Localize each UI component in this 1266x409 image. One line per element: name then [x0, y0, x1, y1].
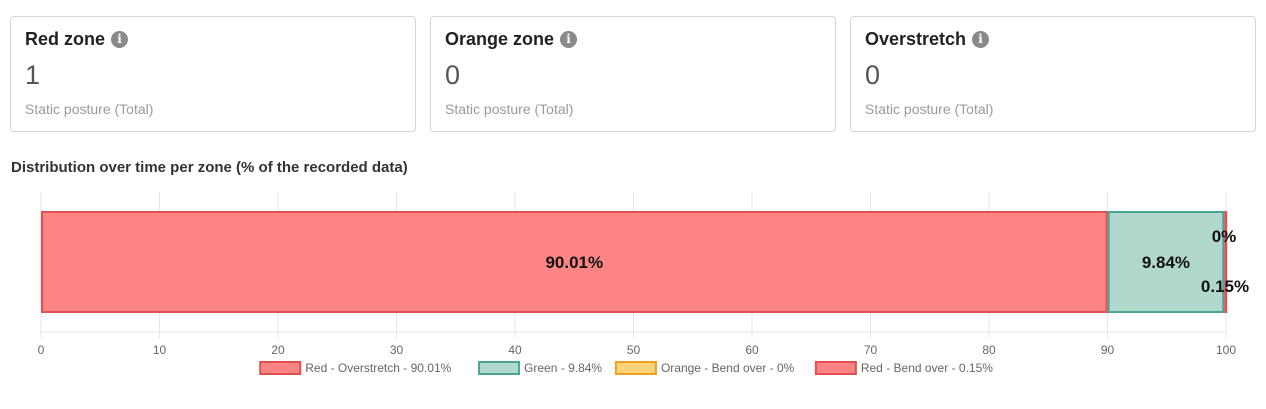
- red-zone-title: Red zone i: [25, 29, 129, 50]
- x-tick-label: 30: [390, 343, 404, 357]
- red-zone-card: Red zone i 1 Static posture (Total): [10, 16, 416, 132]
- x-tick-label: 10: [153, 343, 167, 357]
- data-label: 90.01%: [545, 253, 603, 272]
- x-tick-label: 70: [864, 343, 878, 357]
- x-tick-label: 100: [1216, 343, 1236, 357]
- orange-zone-title-text: Orange zone: [445, 29, 555, 49]
- bar-segment: [1224, 211, 1228, 313]
- bar-segment: [41, 211, 1108, 313]
- info-icon[interactable]: i: [111, 31, 129, 48]
- data-label: 0%: [1212, 227, 1237, 246]
- overstretch-value: 0: [865, 60, 881, 90]
- distribution-chart: 0 10 20 30 40 50 60 70 80 90 100 90.01% 9.84% 0% 0.15%…: [38, 192, 1249, 375]
- distribution-section-title: Distribution over time per zone (% of th…: [11, 159, 408, 176]
- legend-swatch: [259, 361, 302, 375]
- legend-label: Red - Bend over - 0.15%: [861, 361, 993, 375]
- x-tick-label: 20: [271, 343, 285, 357]
- info-icon[interactable]: i: [560, 31, 578, 48]
- bar-segment: [1107, 211, 1225, 313]
- legend-swatch: [614, 361, 657, 375]
- x-tick-label: 40: [508, 343, 522, 357]
- legend-swatch: [478, 361, 521, 375]
- orange-zone-title: Orange zone i: [445, 29, 578, 50]
- overstretch-title-text: Overstretch: [865, 29, 967, 49]
- legend-swatch: [814, 361, 857, 375]
- x-tick-label: 90: [1101, 343, 1115, 357]
- red-zone-subtitle: Static posture (Total): [25, 101, 154, 117]
- legend-label: Green - 9.84%: [524, 361, 602, 375]
- overstretch-subtitle: Static posture (Total): [865, 101, 994, 117]
- red-zone-title-text: Red zone: [25, 29, 106, 49]
- orange-zone-card: Orange zone i 0 Static posture (Total): [430, 16, 836, 132]
- data-label: 0.15%: [1201, 277, 1249, 296]
- data-label: 9.84%: [1142, 253, 1190, 272]
- info-icon[interactable]: i: [972, 31, 990, 48]
- orange-zone-subtitle: Static posture (Total): [445, 101, 574, 117]
- overstretch-title: Overstretch i: [865, 29, 990, 50]
- legend-label: Orange - Bend over - 0%: [661, 361, 795, 375]
- x-tick-label: 50: [627, 343, 641, 357]
- legend-label: Red - Overstretch - 90.01%: [305, 361, 451, 375]
- x-tick-label: 60: [745, 343, 759, 357]
- red-zone-value: 1: [25, 60, 41, 90]
- x-tick-label: 0: [38, 343, 45, 357]
- orange-zone-value: 0: [445, 60, 461, 90]
- x-tick-label: 80: [982, 343, 996, 357]
- overstretch-card: Overstretch i 0 Static posture (Total): [850, 16, 1256, 132]
